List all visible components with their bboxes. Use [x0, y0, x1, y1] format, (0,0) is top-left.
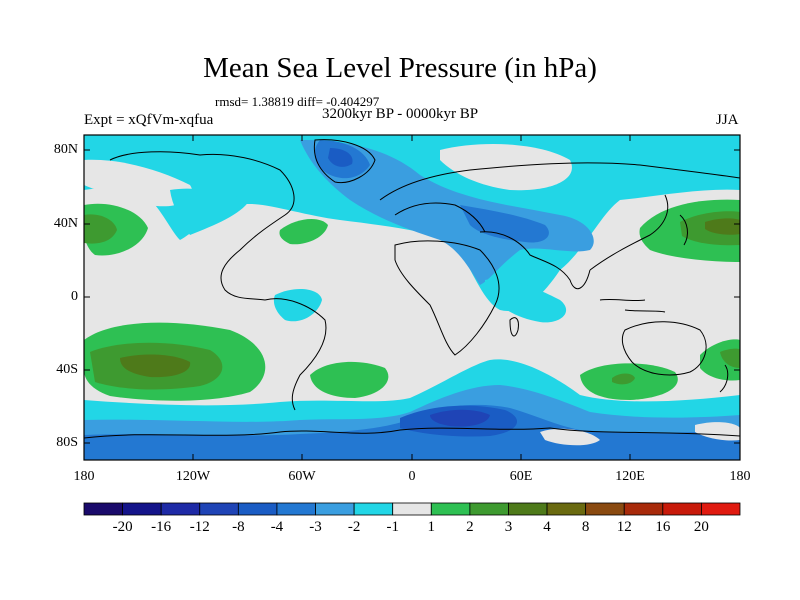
colorbar-label: -4 [270, 519, 284, 535]
colorbar-label: 4 [543, 519, 551, 535]
field-east-pacific-neg [170, 188, 250, 235]
lat-label-40n: 40N [53, 216, 78, 231]
lat-label-0: 0 [71, 289, 78, 304]
colorbar-label: -12 [189, 519, 210, 535]
lat-label-80s: 80S [56, 435, 78, 450]
lat-label-80n: 80N [53, 142, 78, 157]
field-south-pacific-positive-3 [120, 354, 191, 378]
colorbar-label: 2 [466, 519, 474, 535]
coast-indonesia [599, 298, 666, 313]
colorbar-label: 20 [693, 519, 709, 535]
colorbar-swatch [276, 502, 316, 516]
colorbar-label: -2 [347, 519, 361, 535]
colorbar-label: 12 [616, 519, 632, 535]
map-title: Mean Sea Level Pressure (in hPa) [203, 52, 597, 84]
colorbar-label: -1 [386, 519, 399, 535]
colorbar-swatch [585, 502, 625, 516]
colorbar-label: -8 [232, 519, 245, 535]
coast-madagascar [509, 317, 519, 337]
lat-ticks [84, 149, 740, 444]
field-north-pacific-positive-west-2 [84, 214, 117, 244]
field-south-pacific-positive-east-2 [720, 348, 740, 368]
colorbar-swatch [122, 502, 162, 516]
lon-label-60e: 60E [509, 469, 533, 484]
field-north-pacific-neutral [84, 159, 193, 207]
colorbar-swatch [353, 502, 394, 516]
field-antarctic-neg8 [430, 409, 490, 427]
field-south-indian-positive-2 [612, 373, 635, 385]
coast-australia [621, 321, 707, 376]
coast-north-america [109, 151, 295, 301]
field-atlantic-negative [273, 288, 322, 322]
coast-africa [394, 240, 500, 356]
colorbar-label: -20 [112, 519, 133, 535]
field-antarctic-neutral-2 [695, 422, 740, 441]
colorbar-label: -3 [309, 519, 322, 535]
colorbar-label: 16 [655, 519, 671, 535]
colorbar-label: -16 [151, 519, 172, 535]
field-eurasia-negative-3 [460, 205, 549, 243]
lon-label-120w: 120W [175, 469, 211, 484]
coastlines [84, 139, 740, 439]
coast-south-america [264, 298, 327, 411]
season-label: JJA [716, 112, 739, 128]
coast-antarctica [84, 427, 740, 439]
coast-east-asia [589, 194, 669, 271]
field-north-pacific-positive-east-3 [705, 218, 740, 235]
field-antarctic-neutral [540, 428, 600, 446]
colorbar-swatch [508, 502, 548, 516]
lat-label-40s: 40S [56, 362, 78, 377]
lon-ticks [83, 135, 741, 460]
coast-arabia-india [479, 231, 591, 290]
coast-greenland [313, 139, 376, 184]
coast-japan [679, 214, 688, 246]
colorbar-label: 8 [581, 519, 590, 535]
coast-europe [394, 202, 486, 233]
colorbar-swatch [237, 502, 278, 516]
coast-new-zealand [719, 364, 729, 393]
colorbar-swatch [83, 502, 123, 516]
field-eurasia-negative-2 [300, 140, 594, 285]
lon-label-180e: 180 [729, 469, 751, 484]
coast-eurasia [379, 162, 740, 201]
colorbar-swatch [160, 502, 201, 516]
stats-line: rmsd= 1.38819 diff= -0.404297 [215, 94, 380, 109]
colorbar-swatch [199, 502, 239, 516]
colorbar-swatch [315, 502, 355, 516]
field-greenland-negative-4 [328, 148, 353, 167]
field-indian-ocean-negative [485, 279, 567, 323]
colorbar-swatch [623, 502, 664, 516]
colorbar-swatch [469, 502, 509, 516]
field-southern-ocean-neg3 [84, 404, 740, 460]
field-north-atlantic-positive [279, 218, 328, 245]
field-south-atlantic-positive [310, 361, 389, 398]
colorbar-swatch [701, 502, 741, 516]
colorbar-label: 1 [427, 519, 436, 535]
colorbar-swatch [392, 502, 432, 516]
colorbar [83, 502, 741, 516]
experiment-label: Expt = xQfVm-xqfua [84, 112, 214, 128]
lon-label-60w: 60W [288, 469, 316, 484]
map-subtitle: 3200kyr BP - 0000kyr BP [321, 106, 479, 122]
colorbar-swatch [430, 502, 471, 516]
colorbar-label: 3 [504, 519, 513, 535]
lon-label-180w: 180 [73, 469, 95, 484]
colorbar-swatch [662, 502, 702, 516]
lon-label-0: 0 [408, 469, 416, 484]
pressure-field [84, 135, 740, 460]
colorbar-swatch [546, 502, 587, 516]
lon-label-120e: 120E [615, 469, 645, 484]
